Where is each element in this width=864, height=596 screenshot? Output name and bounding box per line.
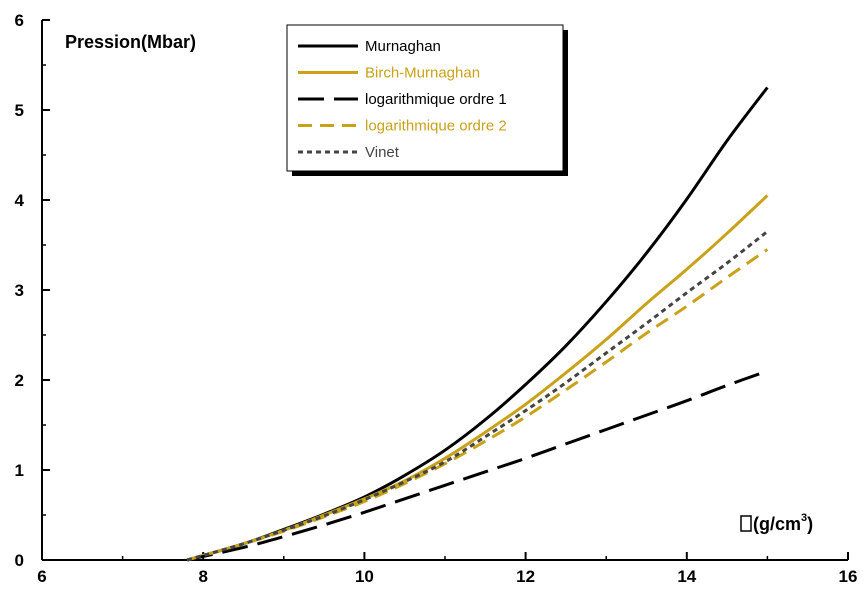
- legend: Murnaghan Birch-Murnaghan logarithmique or…: [286, 24, 568, 176]
- legend-box: [286, 24, 564, 172]
- x-tick-label: 8: [198, 567, 207, 586]
- missing-glyph-box: [740, 515, 752, 532]
- y-tick-label: 0: [15, 551, 24, 570]
- y-tick-label: 4: [15, 191, 25, 210]
- x-axis-title: (g/cm3): [740, 512, 813, 534]
- x-tick-label: 10: [355, 567, 374, 586]
- x-axis-title-sup: 3: [801, 512, 807, 524]
- legend-label-5: Vinet: [365, 144, 400, 161]
- x-axis-title-text: (g/cm: [753, 514, 801, 534]
- x-tick-label: 6: [37, 567, 46, 586]
- x-axis-title-close: ): [807, 514, 813, 534]
- series-line-5: [186, 230, 769, 562]
- series-line-2: [186, 194, 769, 562]
- y-tick-label: 1: [15, 461, 24, 480]
- series-line-4: [186, 248, 769, 562]
- x-tick-label: 16: [839, 567, 858, 586]
- legend-label-3: logarithmique ordre 1: [365, 91, 507, 108]
- series-layer: [186, 86, 769, 562]
- y-tick-label: 3: [15, 281, 24, 300]
- legend-label-1: Murnaghan: [365, 38, 441, 55]
- y-tick-label: 6: [15, 11, 24, 30]
- x-tick-label: 14: [677, 567, 696, 586]
- legend-label-2: Birch-Murnaghan: [365, 65, 480, 82]
- svg-text:(g/cm3): (g/cm3): [753, 512, 813, 534]
- y-tick-label: 5: [15, 101, 24, 120]
- y-tick-label: 2: [15, 371, 24, 390]
- legend-label-4: logarithmique ordre 2: [365, 118, 507, 135]
- x-tick-label: 12: [516, 567, 535, 586]
- y-axis-title: Pression(Mbar): [65, 32, 196, 52]
- series-line-3: [186, 369, 768, 562]
